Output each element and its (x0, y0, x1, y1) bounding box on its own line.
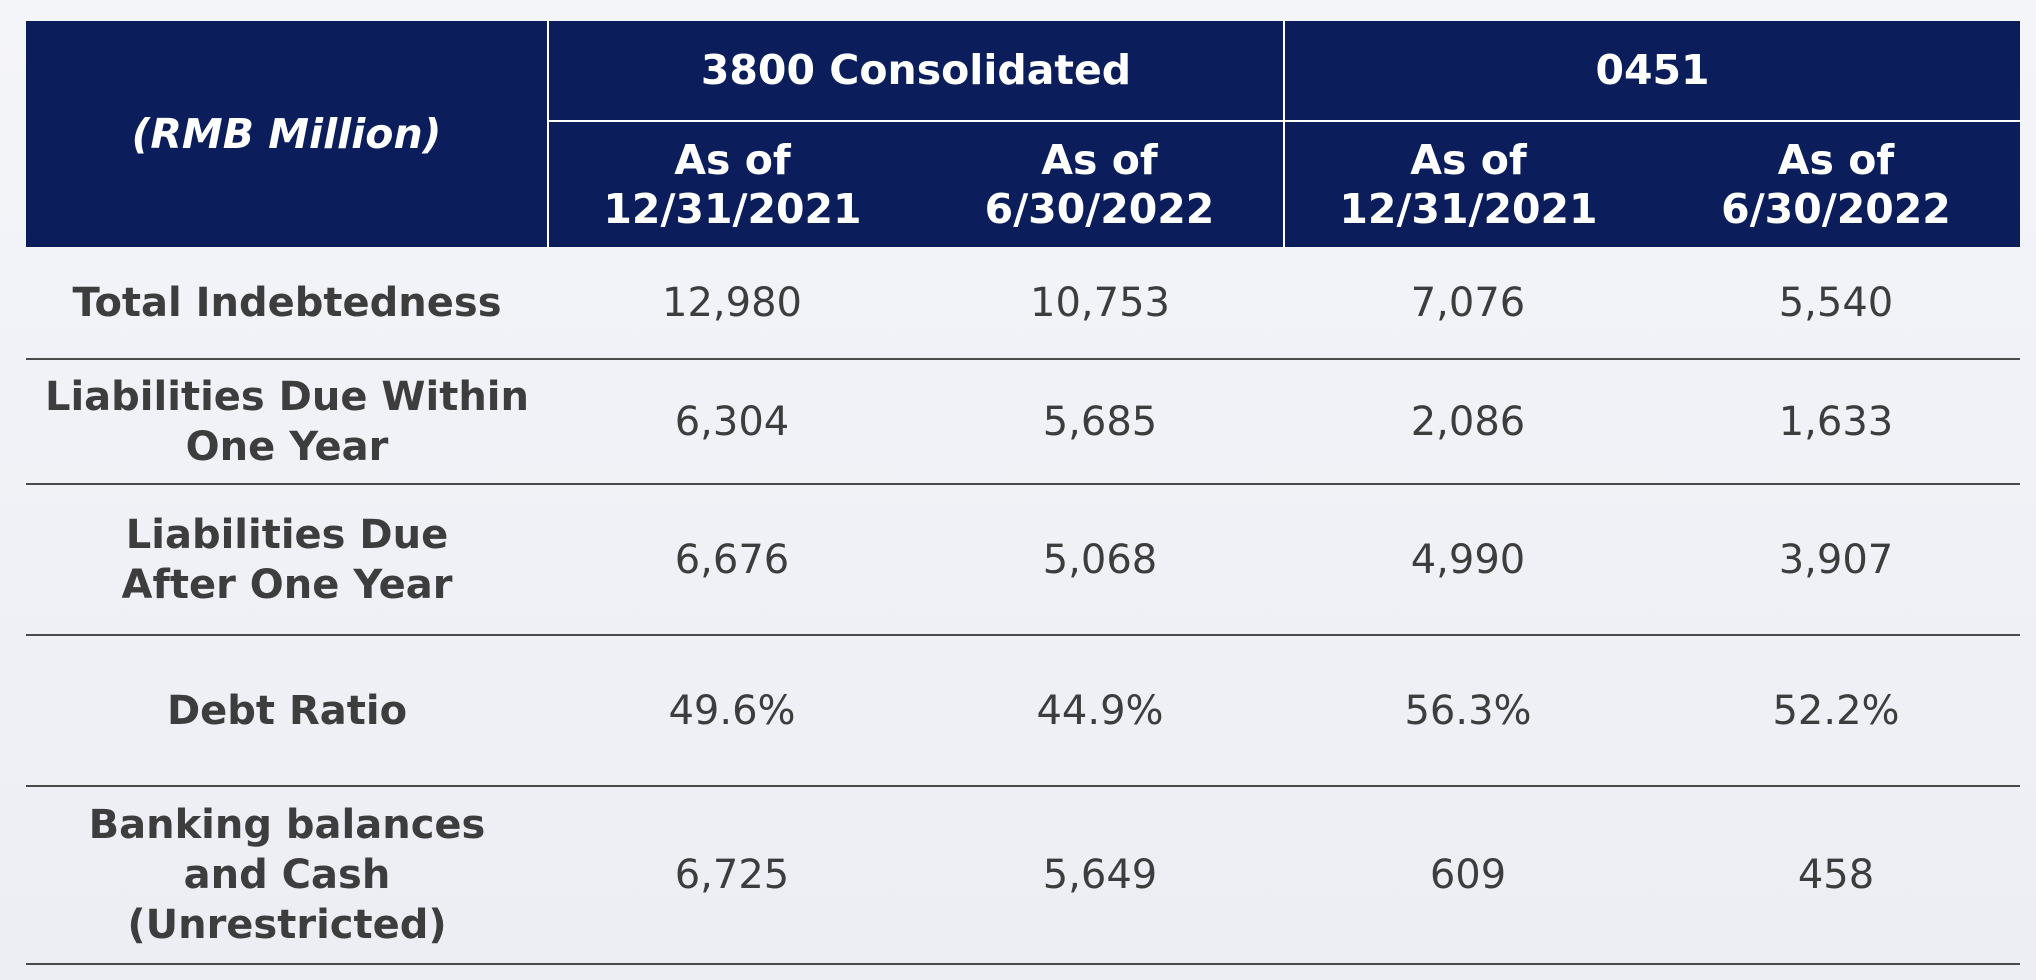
table-cell: 6,304 (548, 359, 916, 485)
table-row: Debt Ratio 49.6% 44.9% 56.3% 52.2% (26, 635, 2020, 787)
group-header-0451: 0451 (1284, 21, 2020, 121)
header-date-row: As of 12/31/2021 As of 6/30/2022 As of 1… (26, 120, 2020, 247)
table-cell: 12,980 (548, 247, 916, 360)
date-header-3800-jun-2022: As of 6/30/2022 (916, 120, 1285, 247)
table-row: Liabilities Due Within One Year 6,304 5,… (26, 359, 2020, 485)
table-body: Total Indebtedness 12,980 10,753 7,076 5… (26, 247, 2020, 965)
group-header-3800-consolidated: 3800 Consolidated (548, 21, 1285, 121)
table-cell: 6,676 (548, 484, 916, 636)
date-header-3800-dec-2021: As of 12/31/2021 (548, 120, 916, 247)
row-label-debt-ratio: Debt Ratio (26, 635, 548, 787)
table-row: Banking balances and Cash (Unrestricted)… (26, 786, 2020, 965)
row-label-liabilities-due-after-one-year: Liabilities Due After One Year (26, 484, 548, 636)
table-cell: 5,649 (916, 786, 1284, 965)
table-cell: 2,086 (1284, 359, 1652, 485)
table-cell: 7,076 (1284, 247, 1652, 360)
table-cell: 5,068 (916, 484, 1284, 636)
table-cell: 5,685 (916, 359, 1284, 485)
table-header: (RMB Million) 3800 Consolidated 0451 As … (26, 21, 2020, 247)
unit-header: (RMB Million) (26, 21, 549, 247)
table-cell: 44.9% (916, 635, 1284, 787)
table-cell: 49.6% (548, 635, 916, 787)
table-cell: 6,725 (548, 786, 916, 965)
table-cell: 609 (1284, 786, 1652, 965)
table-cell: 10,753 (916, 247, 1284, 360)
table-cell: 5,540 (1652, 247, 2020, 360)
header-group-row: (RMB Million) 3800 Consolidated 0451 (26, 21, 2020, 247)
table-cell: 52.2% (1652, 635, 2020, 787)
table-cell: 458 (1652, 786, 2020, 965)
row-label-total-indebtedness: Total Indebtedness (26, 247, 548, 360)
financial-summary-table-container: (RMB Million) 3800 Consolidated 0451 As … (26, 21, 2020, 965)
row-label-liabilities-due-within-one-year: Liabilities Due Within One Year (26, 359, 548, 485)
table-cell: 4,990 (1284, 484, 1652, 636)
table-cell: 1,633 (1652, 359, 2020, 485)
table-cell: 3,907 (1652, 484, 2020, 636)
date-header-0451-dec-2021: As of 12/31/2021 (1284, 120, 1652, 247)
table-row: Liabilities Due After One Year 6,676 5,0… (26, 484, 2020, 636)
table-row: Total Indebtedness 12,980 10,753 7,076 5… (26, 247, 2020, 360)
financial-summary-table: (RMB Million) 3800 Consolidated 0451 As … (26, 21, 2020, 965)
table-cell: 56.3% (1284, 635, 1652, 787)
row-label-banking-balances-and-cash: Banking balances and Cash (Unrestricted) (26, 786, 548, 965)
date-header-0451-jun-2022: As of 6/30/2022 (1652, 120, 2020, 247)
